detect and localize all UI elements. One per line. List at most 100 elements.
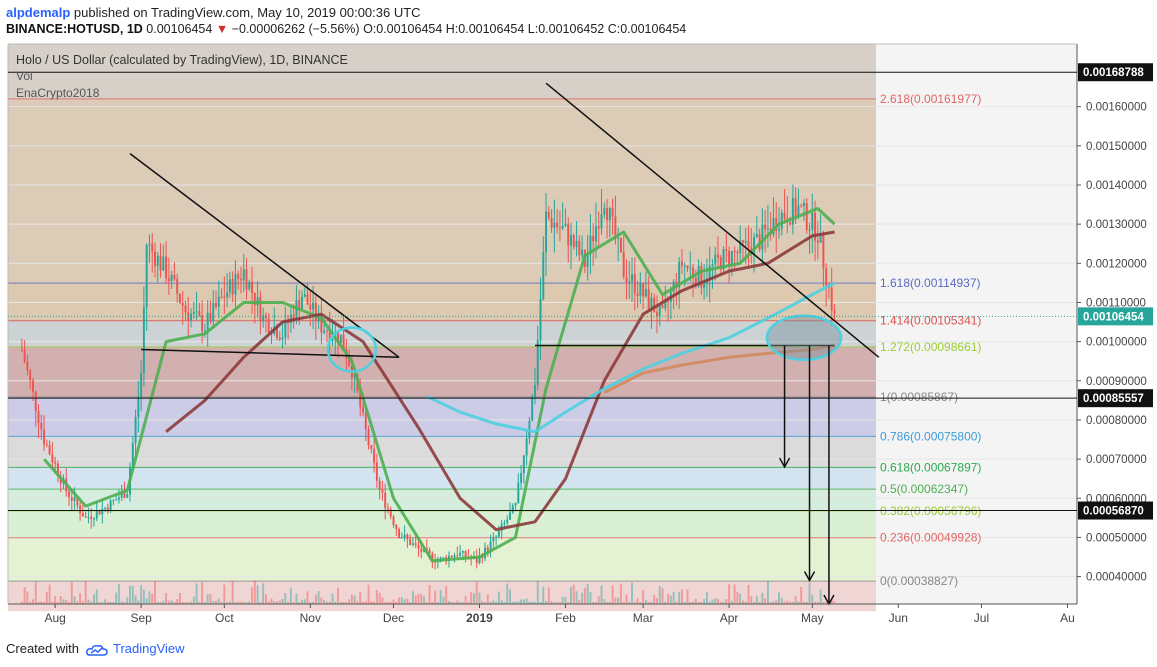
candle-body	[367, 429, 370, 446]
volume-bar	[597, 596, 600, 604]
candle-body	[647, 289, 650, 309]
volume-bar	[314, 594, 317, 604]
volume-bar	[142, 589, 145, 604]
moving-averages	[42, 207, 836, 563]
candle-body	[536, 340, 539, 385]
candle-body	[328, 331, 331, 341]
candle-body	[728, 250, 731, 265]
volume-bar	[423, 596, 425, 604]
candle-body	[151, 243, 154, 252]
volume-bar	[805, 601, 808, 604]
volume-bar	[814, 601, 817, 604]
volume-bar	[736, 591, 739, 604]
volume-bar	[165, 593, 168, 604]
candle-body	[253, 292, 256, 306]
candle-body	[364, 412, 367, 430]
candle-body	[178, 293, 181, 303]
volume-bar	[619, 583, 622, 604]
candle-body	[572, 235, 575, 248]
author-link[interactable]: alpdemalp	[6, 5, 71, 20]
volume-bar	[461, 601, 464, 604]
price-badge	[1078, 307, 1153, 326]
x-tick-label: Oct	[215, 611, 234, 625]
volume-bar	[220, 601, 223, 604]
candle-body	[797, 205, 800, 217]
x-tick-label: May	[801, 611, 824, 625]
candle-body	[570, 235, 572, 246]
volume-bar	[819, 589, 822, 604]
volume-bar	[780, 597, 783, 604]
candle-body	[298, 299, 301, 309]
candle-body	[381, 489, 384, 493]
volume-bar	[411, 591, 414, 604]
volume-bar	[239, 601, 242, 604]
candle-body	[264, 315, 267, 319]
candle-body	[370, 445, 373, 449]
volume-bar	[198, 601, 201, 604]
x-tick-label: Jul	[974, 611, 989, 625]
candle-body	[586, 254, 589, 267]
volume-bar	[725, 598, 728, 604]
candle-body	[181, 302, 184, 306]
volume-bar	[209, 594, 212, 604]
candle-body	[775, 217, 778, 231]
ema-mid-line	[165, 230, 835, 532]
volume-bar	[93, 594, 95, 604]
candle-body	[639, 282, 642, 296]
candle-body	[145, 245, 148, 308]
price-chart[interactable]: 2.618(0.00161977) 1.618(0.00114937) 1.414(…	[0, 42, 1157, 638]
candle-body	[331, 337, 334, 341]
candle-body	[34, 391, 37, 412]
volume-bar	[658, 586, 661, 604]
candle-body	[215, 302, 217, 307]
candle-body	[40, 423, 43, 430]
volume-bar	[328, 601, 331, 604]
volume-bar	[689, 601, 692, 604]
candle-body	[117, 497, 120, 500]
candle-body	[209, 312, 212, 322]
candle-body	[43, 429, 46, 445]
volume-bar	[273, 601, 276, 604]
volume-bar	[145, 598, 148, 604]
volume-bar	[531, 601, 534, 604]
candle-body	[581, 249, 584, 256]
volume-bar	[442, 596, 445, 604]
volume-bar	[567, 601, 570, 604]
volume-bar	[342, 601, 345, 604]
candle-body	[553, 222, 556, 228]
candle-body	[373, 448, 376, 463]
volume-bar	[822, 601, 825, 604]
tradingview-link[interactable]: TradingView	[113, 641, 185, 656]
volume-bar	[201, 582, 204, 604]
candle-body	[192, 312, 195, 314]
volume-bar	[73, 596, 76, 604]
ema-long-line	[603, 344, 835, 394]
candle-body	[389, 509, 392, 517]
candle-body	[656, 312, 658, 317]
candle-body	[525, 438, 528, 456]
symbol-quote-line: BINANCE:HOTUSD, 1D 0.00106454 ▼ −0.00006…	[6, 22, 686, 36]
fib-level-labels: 2.618(0.00161977) 1.618(0.00114937) 1.414(…	[880, 92, 981, 588]
volume-bar	[262, 583, 265, 604]
candle-body	[339, 334, 342, 344]
volume-bar	[484, 601, 487, 604]
fib-band	[8, 436, 876, 468]
volume-bar	[223, 584, 226, 604]
candle-body	[739, 240, 742, 254]
volume-bar	[816, 601, 819, 604]
volume-bar	[606, 601, 609, 604]
volume-bar	[137, 600, 140, 604]
volume-bar	[791, 601, 794, 604]
volume-bar	[506, 583, 509, 604]
volume-bar	[650, 601, 653, 604]
last-price: 0.00106454	[146, 22, 213, 36]
x-tick-label: Apr	[720, 611, 739, 625]
candle-body	[198, 311, 201, 316]
volume-bar	[628, 601, 631, 604]
candle-body	[506, 519, 509, 523]
volume-bar	[414, 595, 417, 604]
volume-bar	[281, 598, 284, 604]
volume-bar	[617, 597, 620, 604]
candle-body	[403, 534, 406, 538]
volume-bar	[48, 584, 51, 604]
